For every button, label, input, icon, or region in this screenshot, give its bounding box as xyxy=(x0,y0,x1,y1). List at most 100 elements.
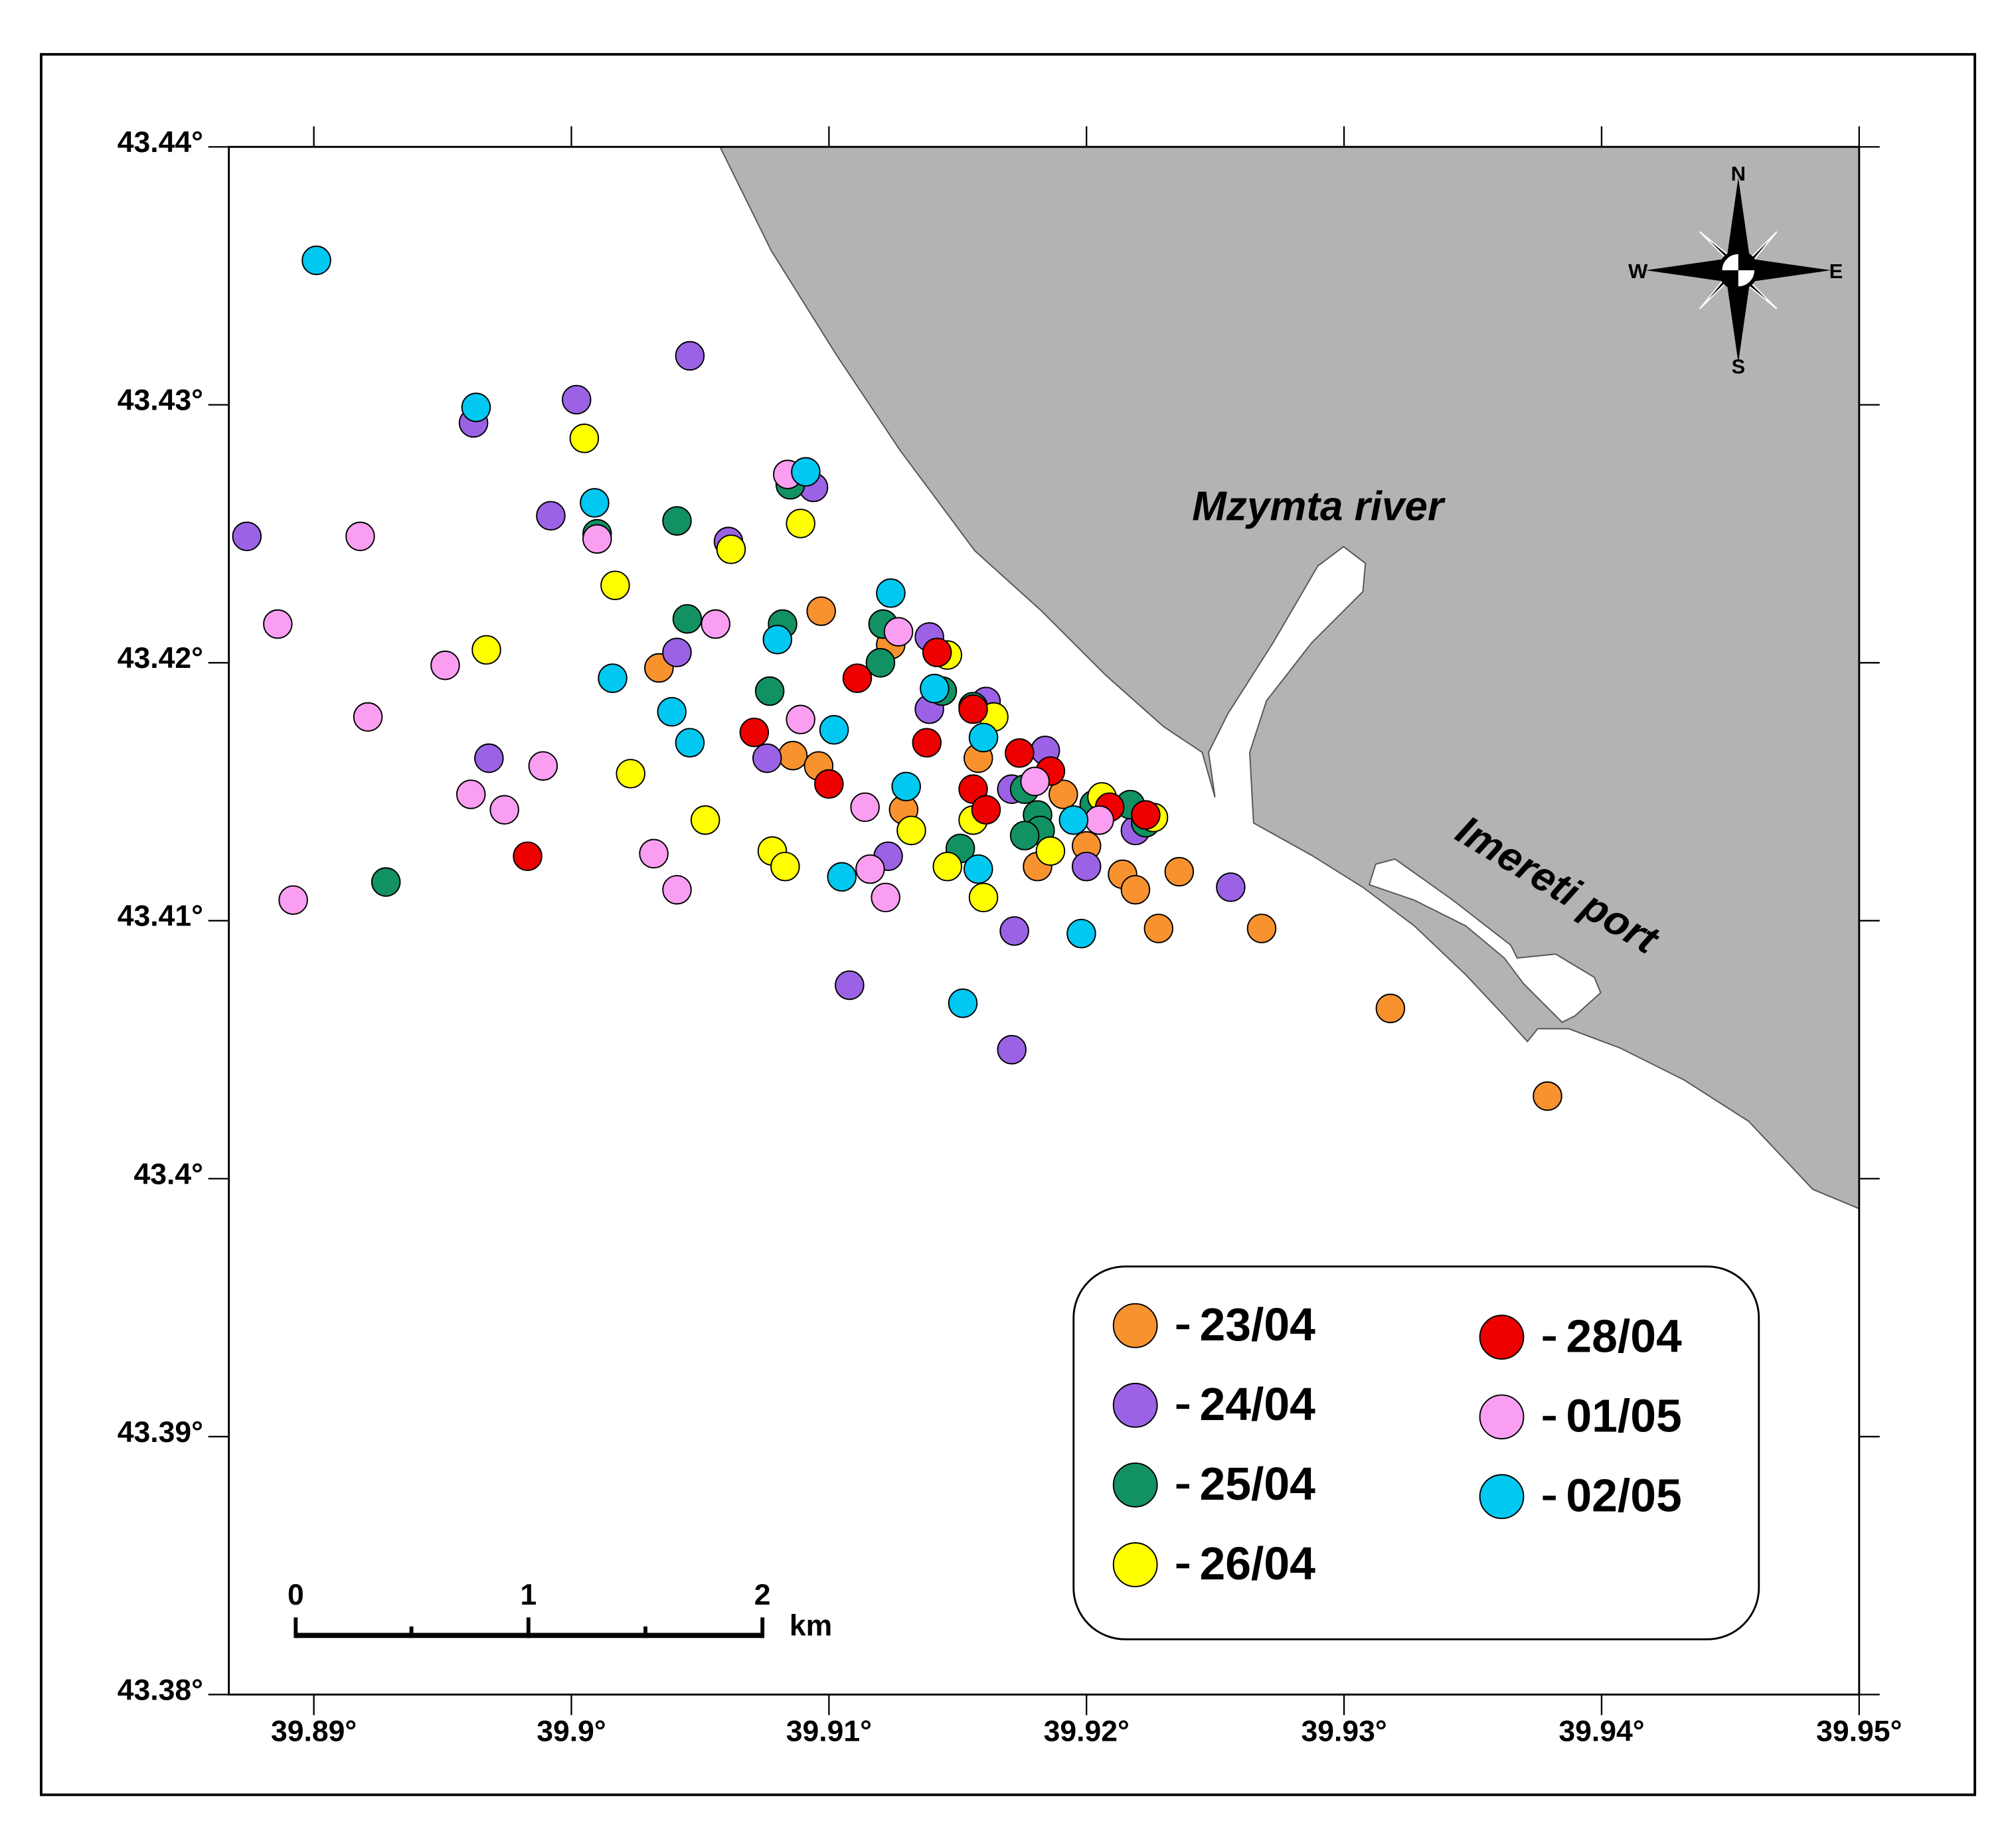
point xyxy=(471,635,501,665)
point xyxy=(1049,779,1078,809)
x-tick-label: 39.9° xyxy=(537,1715,606,1747)
point xyxy=(616,759,645,789)
legend-swatch xyxy=(1479,1394,1525,1440)
point xyxy=(301,245,331,276)
point xyxy=(716,534,746,564)
point xyxy=(639,838,669,869)
y-tick-label: 43.44° xyxy=(118,126,203,159)
scale-label: 0 xyxy=(288,1579,304,1611)
point xyxy=(1143,914,1174,943)
point xyxy=(835,970,865,1000)
point xyxy=(778,740,808,771)
point xyxy=(855,854,885,884)
x-tick-label: 39.93° xyxy=(1301,1715,1386,1747)
point xyxy=(891,771,921,802)
point xyxy=(675,728,705,758)
compass-w: W xyxy=(1628,260,1648,283)
point xyxy=(513,841,543,871)
point xyxy=(278,885,308,916)
point xyxy=(1533,1081,1562,1111)
point xyxy=(662,506,692,536)
legend-label: 02/05 xyxy=(1566,1470,1681,1522)
river-label: Mzymta river xyxy=(1192,484,1446,530)
point xyxy=(1020,766,1050,797)
point xyxy=(1216,872,1246,902)
point xyxy=(489,795,519,825)
legend-swatch xyxy=(1112,1303,1158,1348)
point xyxy=(598,663,628,693)
point xyxy=(580,488,610,518)
point xyxy=(232,521,262,552)
y-tick-label: 43.4° xyxy=(133,1158,203,1190)
point xyxy=(1375,993,1406,1024)
point xyxy=(1071,851,1102,882)
legend-swatch xyxy=(1112,1462,1158,1508)
point xyxy=(1009,821,1040,850)
point xyxy=(662,874,692,905)
compass-n: N xyxy=(1731,162,1746,185)
compass-center xyxy=(1720,252,1756,289)
point xyxy=(770,851,800,882)
legend-label: 26/04 xyxy=(1199,1538,1315,1589)
point xyxy=(850,792,880,823)
point xyxy=(561,384,592,415)
legend-swatch xyxy=(1112,1382,1158,1428)
point xyxy=(814,769,844,799)
scale-label: 1 xyxy=(520,1579,537,1611)
point xyxy=(569,424,600,453)
x-tick-label: 39.89° xyxy=(271,1715,357,1747)
legend-label: 01/05 xyxy=(1566,1390,1681,1442)
point xyxy=(528,751,558,781)
legend-label: 28/04 xyxy=(1566,1310,1682,1362)
compass-s: S xyxy=(1731,355,1745,378)
x-tick-label: 39.91° xyxy=(786,1715,872,1747)
point xyxy=(958,694,988,724)
legend-label: 24/04 xyxy=(1199,1378,1315,1430)
point xyxy=(791,457,821,487)
point xyxy=(474,743,504,773)
point xyxy=(536,501,566,531)
scale-unit: km xyxy=(790,1610,832,1642)
point xyxy=(922,637,952,668)
y-tick-label: 43.43° xyxy=(118,384,203,417)
point xyxy=(964,854,993,884)
x-tick-label: 39.92° xyxy=(1044,1715,1130,1747)
point xyxy=(1164,856,1195,887)
x-tick-label: 39.95° xyxy=(1816,1715,1902,1747)
legend-swatch xyxy=(1479,1474,1525,1520)
scale-bar xyxy=(294,1617,765,1638)
point xyxy=(263,609,293,639)
port-basin xyxy=(1368,858,1602,1023)
compass-rose xyxy=(1645,177,1831,363)
y-tick-label: 43.38° xyxy=(118,1674,203,1706)
point xyxy=(865,648,896,678)
point xyxy=(876,578,906,608)
point xyxy=(920,673,950,704)
point xyxy=(752,743,782,773)
point xyxy=(1066,919,1096,949)
point xyxy=(754,676,785,706)
point xyxy=(1120,874,1151,905)
legend-swatch xyxy=(1479,1315,1525,1360)
point xyxy=(786,704,815,735)
point xyxy=(461,392,491,422)
point xyxy=(762,625,793,655)
legend-swatch xyxy=(1112,1542,1158,1587)
point xyxy=(371,867,401,897)
point xyxy=(739,717,770,748)
point xyxy=(430,650,460,680)
y-tick-label: 43.39° xyxy=(118,1416,203,1449)
point xyxy=(806,596,836,626)
point xyxy=(345,521,375,552)
point xyxy=(353,702,383,732)
marks-layer xyxy=(232,245,1562,1111)
point xyxy=(1005,738,1035,768)
point xyxy=(871,882,900,913)
compass-e: E xyxy=(1829,260,1843,283)
point xyxy=(819,715,849,745)
point xyxy=(1035,836,1066,866)
land xyxy=(718,146,1860,1210)
point xyxy=(1084,805,1114,835)
point xyxy=(842,663,873,693)
point xyxy=(672,603,703,634)
